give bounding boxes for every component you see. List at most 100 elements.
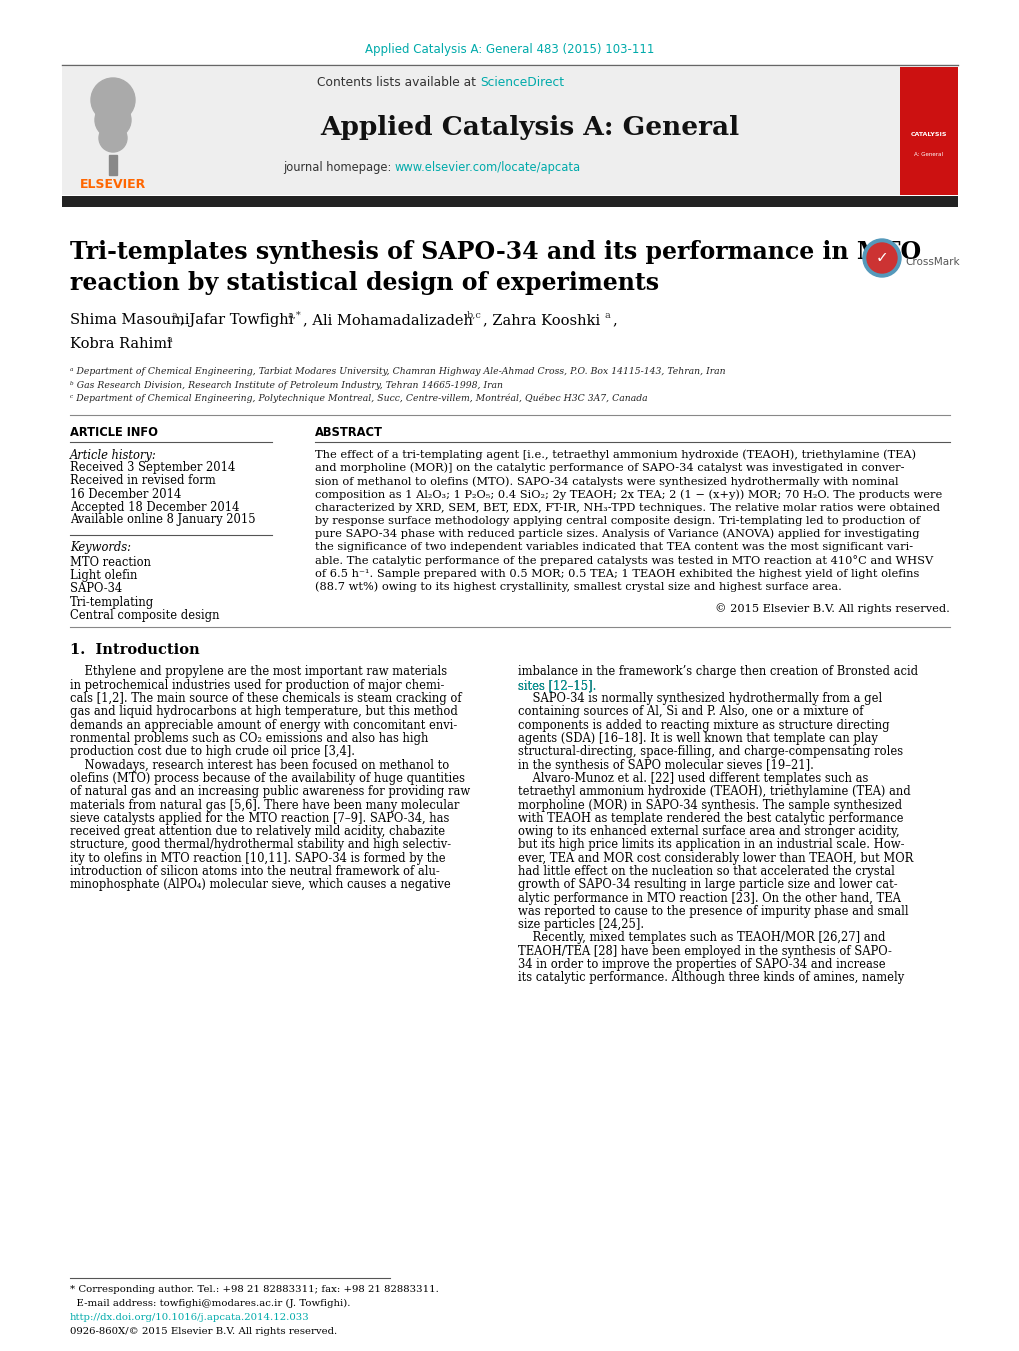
Text: components is added to reacting mixture as structure directing: components is added to reacting mixture …: [518, 719, 889, 732]
Text: www.elsevier.com/locate/apcata: www.elsevier.com/locate/apcata: [394, 162, 581, 174]
Text: olefins (MTO) process because of the availability of huge quantities: olefins (MTO) process because of the ava…: [70, 771, 465, 785]
Text: owing to its enhanced external surface area and stronger acidity,: owing to its enhanced external surface a…: [518, 825, 899, 838]
Text: tetraethyl ammonium hydroxide (TEAOH), triethylamine (TEA) and: tetraethyl ammonium hydroxide (TEAOH), t…: [518, 785, 910, 798]
Text: cals [1,2]. The main source of these chemicals is steam cracking of: cals [1,2]. The main source of these che…: [70, 692, 462, 705]
Text: growth of SAPO-34 resulting in large particle size and lower cat-: growth of SAPO-34 resulting in large par…: [518, 878, 897, 892]
Circle shape: [866, 243, 896, 273]
Text: in the synthesis of SAPO molecular sieves [19–21].: in the synthesis of SAPO molecular sieve…: [518, 759, 813, 771]
Text: 1.  Introduction: 1. Introduction: [70, 643, 200, 657]
Text: Ethylene and propylene are the most important raw materials: Ethylene and propylene are the most impo…: [70, 666, 446, 678]
Text: a: a: [172, 311, 177, 319]
Text: SAPO-34 is normally synthesized hydrothermally from a gel: SAPO-34 is normally synthesized hydrothe…: [518, 692, 881, 705]
Text: ARTICLE INFO: ARTICLE INFO: [70, 426, 158, 439]
Text: ᵇ Gas Research Division, Research Institute of Petroleum Industry, Tehran 14665-: ᵇ Gas Research Division, Research Instit…: [70, 381, 502, 389]
Text: Received in revised form: Received in revised form: [70, 474, 216, 488]
Text: composition as 1 Al₂O₃; 1 P₂O₅; 0.4 SiO₂; 2y TEAOH; 2x TEA; 2 (1 − (x+y)) MOR; 7: composition as 1 Al₂O₃; 1 P₂O₅; 0.4 SiO₂…: [315, 489, 942, 500]
Text: sieve catalysts applied for the MTO reaction [7–9]. SAPO-34, has: sieve catalysts applied for the MTO reac…: [70, 812, 449, 825]
Text: 16 December 2014: 16 December 2014: [70, 488, 181, 500]
FancyBboxPatch shape: [62, 196, 957, 207]
Text: structural-directing, space-filling, and charge-compensating roles: structural-directing, space-filling, and…: [518, 746, 902, 758]
Text: Light olefin: Light olefin: [70, 569, 138, 582]
Text: CATALYSIS: CATALYSIS: [910, 132, 947, 138]
Circle shape: [862, 239, 900, 277]
Text: Received 3 September 2014: Received 3 September 2014: [70, 462, 235, 474]
Text: of 6.5 h⁻¹. Sample prepared with 0.5 MOR; 0.5 TEA; 1 TEAOH exhibited the highest: of 6.5 h⁻¹. Sample prepared with 0.5 MOR…: [315, 569, 918, 578]
Text: Kobra Rahimi: Kobra Rahimi: [70, 336, 172, 351]
Text: 34 in order to improve the properties of SAPO-34 and increase: 34 in order to improve the properties of…: [518, 958, 884, 971]
Text: was reported to cause to the presence of impurity phase and small: was reported to cause to the presence of…: [518, 905, 908, 917]
Text: of natural gas and an increasing public awareness for providing raw: of natural gas and an increasing public …: [70, 785, 470, 798]
Text: its catalytic performance. Although three kinds of amines, namely: its catalytic performance. Although thre…: [518, 971, 904, 985]
Text: http://dx.doi.org/10.1016/j.apcata.2014.12.033: http://dx.doi.org/10.1016/j.apcata.2014.…: [70, 1313, 310, 1323]
Text: pure SAPO-34 phase with reduced particle sizes. Analysis of Variance (ANOVA) app: pure SAPO-34 phase with reduced particle…: [315, 530, 918, 539]
Text: agents (SDA) [16–18]. It is well known that template can play: agents (SDA) [16–18]. It is well known t…: [518, 732, 877, 744]
Text: able. The catalytic performance of the prepared catalysts was tested in MTO reac: able. The catalytic performance of the p…: [315, 555, 932, 566]
Text: sion of methanol to olefins (MTO). SAPO-34 catalysts were synthesized hydrotherm: sion of methanol to olefins (MTO). SAPO-…: [315, 476, 898, 486]
Text: had little effect on the nucleation so that accelerated the crystal: had little effect on the nucleation so t…: [518, 865, 894, 878]
Text: Central composite design: Central composite design: [70, 609, 219, 623]
Text: , Zahra Kooshki: , Zahra Kooshki: [483, 313, 599, 327]
Text: Keywords:: Keywords:: [70, 542, 130, 554]
Text: Alvaro-Munoz et al. [22] used different templates such as: Alvaro-Munoz et al. [22] used different …: [518, 771, 867, 785]
Circle shape: [99, 124, 127, 153]
Text: The effect of a tri-templating agent [i.e., tetraethyl ammonium hydroxide (TEAOH: The effect of a tri-templating agent [i.…: [315, 450, 915, 461]
Text: demands an appreciable amount of energy with concomitant envi-: demands an appreciable amount of energy …: [70, 719, 457, 732]
Text: Article history:: Article history:: [70, 449, 157, 462]
FancyBboxPatch shape: [62, 68, 167, 195]
Text: ᶜ Department of Chemical Engineering, Polytechnique Montreal, Succ, Centre-ville: ᶜ Department of Chemical Engineering, Po…: [70, 393, 647, 403]
Text: b,c: b,c: [467, 311, 481, 319]
Text: gas and liquid hydrocarbons at high temperature, but this method: gas and liquid hydrocarbons at high temp…: [70, 705, 458, 719]
Text: Available online 8 January 2015: Available online 8 January 2015: [70, 513, 256, 527]
Text: production cost due to high crude oil price [3,4].: production cost due to high crude oil pr…: [70, 746, 355, 758]
Text: Tri-templates synthesis of SAPO-34 and its performance in MTO: Tri-templates synthesis of SAPO-34 and i…: [70, 240, 920, 263]
Text: a,*: a,*: [287, 311, 302, 319]
Text: but its high price limits its application in an industrial scale. How-: but its high price limits its applicatio…: [518, 839, 904, 851]
Text: MTO reaction: MTO reaction: [70, 555, 151, 569]
Circle shape: [95, 101, 130, 138]
Text: Accepted 18 December 2014: Accepted 18 December 2014: [70, 500, 239, 513]
Text: ,: ,: [611, 313, 616, 327]
Text: CrossMark: CrossMark: [904, 257, 959, 267]
Text: ScienceDirect: ScienceDirect: [480, 76, 564, 89]
Text: introduction of silicon atoms into the neutral framework of alu-: introduction of silicon atoms into the n…: [70, 865, 439, 878]
Text: and morpholine (MOR)] on the catalytic performance of SAPO-34 catalyst was inves: and morpholine (MOR)] on the catalytic p…: [315, 463, 904, 473]
Text: ᵃ Department of Chemical Engineering, Tarbiat Modares University, Chamran Highwa: ᵃ Department of Chemical Engineering, Ta…: [70, 367, 725, 377]
Text: size particles [24,25].: size particles [24,25].: [518, 919, 643, 931]
Bar: [109, 155, 117, 176]
Text: alytic performance in MTO reaction [23]. On the other hand, TEA: alytic performance in MTO reaction [23].…: [518, 892, 900, 905]
Text: reaction by statistical design of experiments: reaction by statistical design of experi…: [70, 272, 658, 295]
Text: minophosphate (AlPO₄) molecular sieve, which causes a negative: minophosphate (AlPO₄) molecular sieve, w…: [70, 878, 450, 892]
Text: structure, good thermal/hydrothermal stability and high selectiv-: structure, good thermal/hydrothermal sta…: [70, 839, 450, 851]
Text: A: General: A: General: [914, 153, 943, 158]
Text: ELSEVIER: ELSEVIER: [79, 178, 146, 192]
Text: the significance of two independent variables indicated that TEA content was the: the significance of two independent vari…: [315, 542, 912, 553]
Text: ity to olefins in MTO reaction [10,11]. SAPO-34 is formed by the: ity to olefins in MTO reaction [10,11]. …: [70, 851, 445, 865]
Text: Contents lists available at: Contents lists available at: [317, 76, 480, 89]
Text: E-mail address: towfighi@modares.ac.ir (J. Towfighi).: E-mail address: towfighi@modares.ac.ir (…: [70, 1298, 351, 1308]
Text: 0926-860X/© 2015 Elsevier B.V. All rights reserved.: 0926-860X/© 2015 Elsevier B.V. All right…: [70, 1327, 337, 1336]
Text: Shima Masoumi: Shima Masoumi: [70, 313, 190, 327]
Circle shape: [91, 78, 135, 122]
Text: journal homepage:: journal homepage:: [282, 162, 394, 174]
Text: Tri-templating: Tri-templating: [70, 596, 154, 609]
Text: Nowadays, research interest has been focused on methanol to: Nowadays, research interest has been foc…: [70, 759, 448, 771]
Text: characterized by XRD, SEM, BET, EDX, FT-IR, NH₃-TPD techniques. The relative mol: characterized by XRD, SEM, BET, EDX, FT-…: [315, 503, 940, 513]
Text: Recently, mixed templates such as TEAOH/MOR [26,27] and: Recently, mixed templates such as TEAOH/…: [518, 931, 884, 944]
Text: ✓: ✓: [874, 250, 888, 266]
Text: ronmental problems such as CO₂ emissions and also has high: ronmental problems such as CO₂ emissions…: [70, 732, 428, 744]
Text: with TEAOH as template rendered the best catalytic performance: with TEAOH as template rendered the best…: [518, 812, 903, 825]
Text: ever, TEA and MOR cost considerably lower than TEAOH, but MOR: ever, TEA and MOR cost considerably lowe…: [518, 851, 912, 865]
Text: received great attention due to relatively mild acidity, chabazite: received great attention due to relative…: [70, 825, 444, 838]
Text: , Ali Mohamadalizadeh: , Ali Mohamadalizadeh: [303, 313, 473, 327]
Text: sites [12–15].: sites [12–15].: [518, 678, 596, 692]
Text: Applied Catalysis A: General 483 (2015) 103-111: Applied Catalysis A: General 483 (2015) …: [365, 43, 654, 57]
Text: sites [12–15].: sites [12–15].: [518, 678, 596, 692]
Text: Applied Catalysis A: General: Applied Catalysis A: General: [320, 115, 739, 141]
Text: morpholine (MOR) in SAPO-34 synthesis. The sample synthesized: morpholine (MOR) in SAPO-34 synthesis. T…: [518, 798, 901, 812]
Text: © 2015 Elsevier B.V. All rights reserved.: © 2015 Elsevier B.V. All rights reserved…: [714, 603, 949, 613]
Text: by response surface methodology applying central composite design. Tri-templatin: by response surface methodology applying…: [315, 516, 919, 526]
Text: (88.7 wt%) owing to its highest crystallinity, smallest crystal size and highest: (88.7 wt%) owing to its highest crystall…: [315, 582, 841, 592]
FancyBboxPatch shape: [899, 68, 957, 195]
Text: , Jafar Towfighi: , Jafar Towfighi: [179, 313, 293, 327]
Text: TEAOH/TEA [28] have been employed in the synthesis of SAPO-: TEAOH/TEA [28] have been employed in the…: [518, 944, 891, 958]
